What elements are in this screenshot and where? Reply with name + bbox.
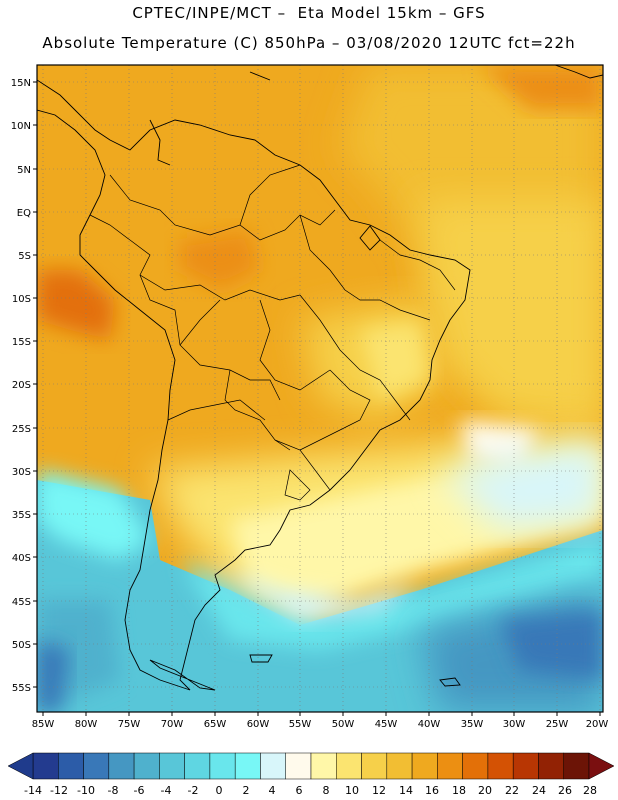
lon-label: 40W: [418, 719, 441, 730]
colorbar-swatch: [411, 752, 438, 780]
colorbar-tick-label: -10: [77, 784, 95, 797]
colorbar-swatch: [58, 752, 84, 780]
colorbar-swatch: [487, 752, 514, 780]
temperature-field: [37, 65, 603, 712]
colorbar-tick-label: -14: [24, 784, 42, 797]
colorbar-swatch: [538, 752, 564, 780]
colorbar-tick-label: 26: [558, 784, 572, 797]
lat-label: 15S: [12, 337, 31, 348]
colorbar-swatch: [209, 752, 236, 780]
colorbar-tick-label: 8: [323, 784, 330, 797]
lon-label: 55W: [289, 719, 312, 730]
map-frame: [36, 64, 604, 713]
colorbar-tick-label: 16: [425, 784, 439, 797]
latitude-labels: 15N 10N 5N EQ 5S 10S 15S 20S 25S 30S 35S…: [11, 78, 31, 694]
colorbar-swatch: [285, 752, 312, 780]
colorbar-swatch: [83, 752, 110, 780]
colorbar-tick-label: 0: [216, 784, 223, 797]
colorbar-labels: -14 -12 -10 -8 -6 -4 -2 0 2 4 6 8 10 12 …: [24, 784, 597, 797]
colorbar-tick-label: 18: [452, 784, 466, 797]
lon-label: 25W: [546, 719, 569, 730]
lat-label: 10N: [11, 121, 31, 132]
lat-label: 5N: [17, 165, 31, 176]
lon-label: 30W: [503, 719, 526, 730]
lon-label: 45W: [375, 719, 398, 730]
map-title: CPTEC/INPE/MCT – Eta Model 15km – GFS: [132, 4, 486, 22]
colorbar-tick-label: 4: [269, 784, 276, 797]
lon-label: 50W: [332, 719, 355, 730]
lat-label: 30S: [12, 467, 31, 478]
colorbar-swatch: [32, 752, 59, 780]
lon-label: 20W: [586, 719, 609, 730]
colorbar-tick-label: 2: [243, 784, 250, 797]
colorbar-tick-label: 12: [372, 784, 386, 797]
colorbar-swatch: [512, 752, 539, 780]
lon-label: 70W: [161, 719, 184, 730]
lat-label: 5S: [18, 251, 31, 262]
lon-label: 60W: [247, 719, 270, 730]
colorbar-swatch: [108, 752, 135, 780]
colorbar-swatches: [32, 752, 590, 780]
longitude-labels: 85W 80W 75W 70W 65W 60W 55W 50W 45W 40W …: [32, 719, 609, 730]
lon-label: 85W: [32, 719, 55, 730]
lat-label: EQ: [17, 208, 31, 219]
lon-label: 75W: [118, 719, 141, 730]
lon-label: 65W: [204, 719, 227, 730]
colorbar-swatch: [234, 752, 261, 780]
lat-label: 25S: [12, 424, 31, 435]
colorbar-swatch: [159, 752, 185, 780]
colorbar-underflow-arrow: [7, 752, 34, 780]
colorbar-swatch: [386, 752, 413, 780]
colorbar-tick-label: 28: [583, 784, 597, 797]
colorbar-swatch: [310, 752, 337, 780]
colorbar: -14 -12 -10 -8 -6 -4 -2 0 2 4 6 8 10 12 …: [7, 752, 615, 797]
colorbar-tick-label: 14: [399, 784, 413, 797]
country-borders: [89, 164, 456, 501]
map-subtitle: Absolute Temperature (C) 850hPa – 03/08/…: [42, 34, 576, 52]
lat-label: 45S: [12, 597, 31, 608]
colorbar-swatch: [437, 752, 463, 780]
colorbar-tick-label: -4: [161, 784, 172, 797]
lat-label: 55S: [12, 683, 31, 694]
colorbar-tick-label: -8: [108, 784, 119, 797]
lat-label: 10S: [12, 294, 31, 305]
colorbar-overflow-arrow: [588, 752, 615, 780]
colorbar-tick-label: -6: [134, 784, 145, 797]
colorbar-swatch: [184, 752, 211, 780]
lat-label: 20S: [12, 380, 31, 391]
axis-ticks: [33, 81, 601, 716]
colorbar-swatch: [563, 752, 590, 780]
colorbar-swatch: [133, 752, 160, 780]
colorbar-tick-label: 22: [505, 784, 519, 797]
colorbar-tick-label: -12: [50, 784, 68, 797]
lon-label: 35W: [461, 719, 484, 730]
colorbar-swatch: [336, 752, 362, 780]
lat-label: 50S: [12, 640, 31, 651]
lon-label: 80W: [75, 719, 98, 730]
lat-label: 35S: [12, 510, 31, 521]
colorbar-tick-label: -2: [188, 784, 199, 797]
colorbar-swatch: [260, 752, 286, 780]
lat-label: 40S: [12, 553, 31, 564]
colorbar-tick-label: 24: [532, 784, 546, 797]
colorbar-swatch: [462, 752, 489, 780]
colorbar-tick-label: 6: [296, 784, 303, 797]
temperature-map[interactable]: 15N 10N 5N EQ 5S 10S 15S 20S 25S 30S 35S…: [0, 0, 618, 740]
colorbar-tick-label: 20: [478, 784, 492, 797]
colorbar-tick-label: 10: [345, 784, 359, 797]
lat-label: 15N: [11, 78, 31, 89]
colorbar-swatch: [361, 752, 388, 780]
